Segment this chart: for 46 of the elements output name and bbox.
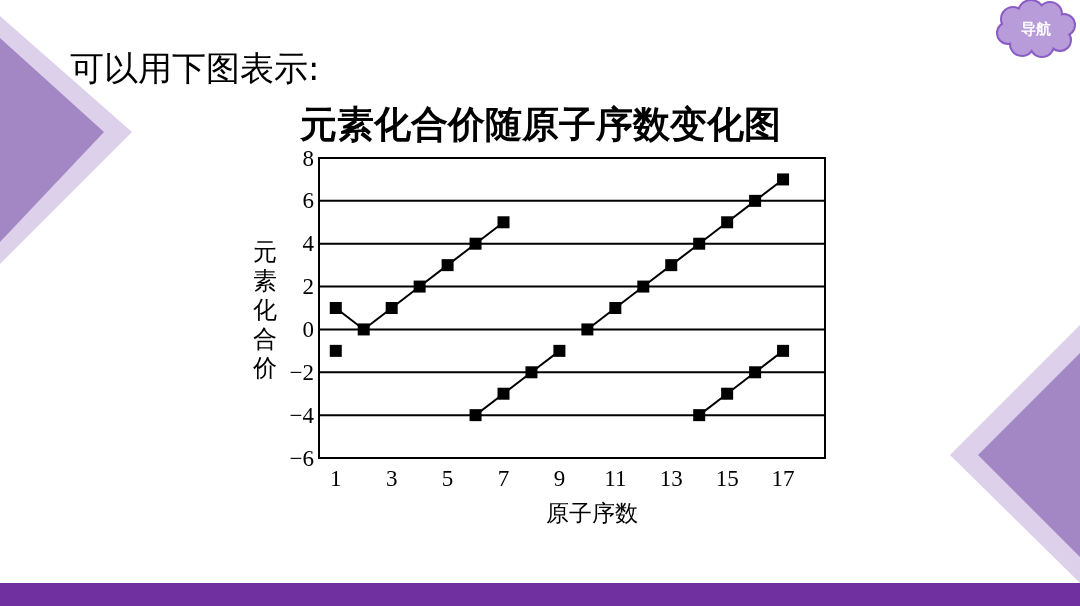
point bbox=[749, 366, 762, 379]
point bbox=[637, 280, 650, 293]
x-tick-label: 5 bbox=[441, 465, 454, 491]
point bbox=[329, 302, 342, 314]
y-tick-label: −6 bbox=[289, 445, 314, 471]
x-tick-label: 17 bbox=[771, 465, 795, 491]
y-tick-label: −4 bbox=[289, 402, 315, 428]
point bbox=[581, 323, 594, 336]
point bbox=[413, 280, 426, 293]
y-axis-title: 元素化合价 bbox=[252, 238, 277, 382]
point bbox=[777, 173, 790, 186]
y-tick-label: 0 bbox=[302, 316, 314, 342]
x-tick-label: 3 bbox=[385, 465, 398, 491]
y-tick-label: 2 bbox=[302, 274, 314, 300]
text: 导航 bbox=[1021, 20, 1051, 38]
point bbox=[665, 259, 678, 272]
point bbox=[329, 344, 342, 357]
point bbox=[721, 387, 734, 400]
x-tick-label: 9 bbox=[553, 465, 566, 491]
point bbox=[357, 323, 370, 336]
y-tick-label: 4 bbox=[302, 231, 315, 257]
point bbox=[441, 259, 454, 272]
x-tick-label: 13 bbox=[659, 465, 683, 491]
point bbox=[385, 302, 398, 314]
x-tick-label: 7 bbox=[497, 465, 510, 491]
point bbox=[693, 237, 706, 250]
point bbox=[609, 302, 622, 314]
text: 可以用下图表示: bbox=[70, 48, 320, 88]
x-tick-label: 11 bbox=[604, 465, 627, 491]
chart-title: 元素化合价随原子序数变化图 bbox=[298, 103, 781, 146]
point bbox=[525, 366, 538, 379]
x-tick-label: 15 bbox=[715, 465, 739, 491]
y-tick-label: 8 bbox=[302, 145, 314, 171]
y-tick-label: 6 bbox=[302, 188, 314, 214]
point bbox=[749, 194, 762, 207]
y-tick-label: −2 bbox=[289, 359, 314, 385]
point bbox=[553, 344, 566, 357]
point bbox=[497, 216, 510, 229]
point bbox=[497, 387, 510, 400]
point bbox=[469, 409, 482, 422]
point bbox=[777, 344, 790, 357]
x-axis-title: 原子序数 bbox=[546, 500, 638, 526]
point bbox=[469, 237, 482, 250]
x-tick-label: 1 bbox=[330, 465, 342, 491]
point bbox=[721, 216, 734, 229]
point bbox=[693, 409, 706, 422]
